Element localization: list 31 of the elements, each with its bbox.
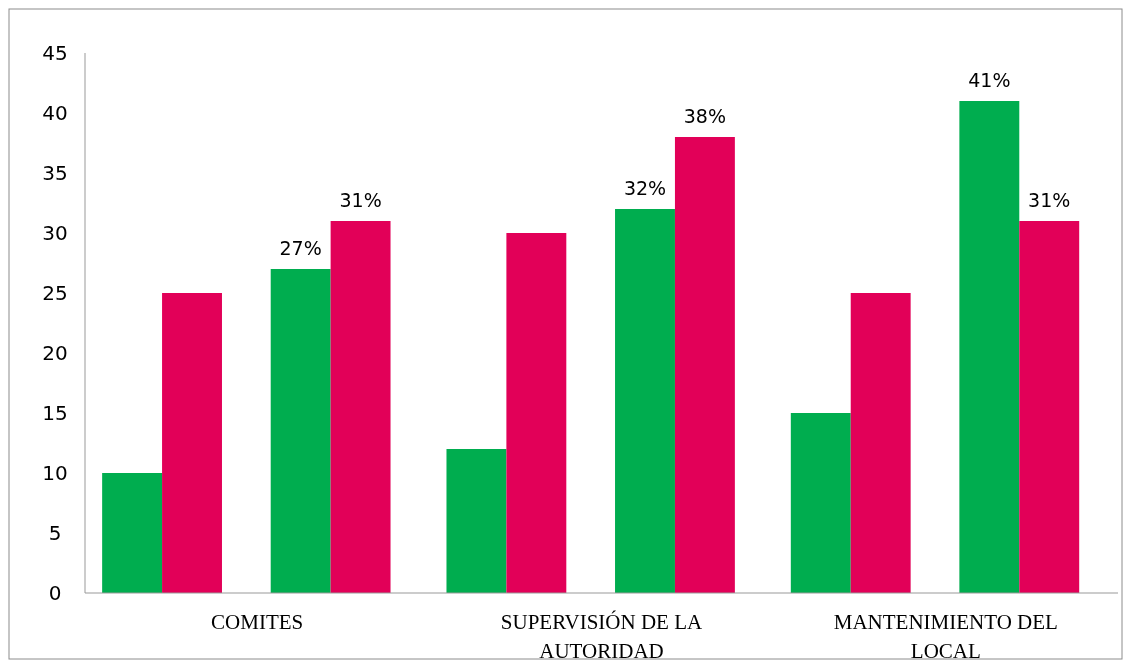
bar — [330, 221, 391, 593]
data-label: 38% — [683, 105, 727, 127]
data-label: 31% — [339, 189, 382, 211]
bar — [162, 293, 222, 593]
bar — [790, 413, 851, 593]
bar — [615, 209, 675, 593]
y-tick-label: 45 — [42, 41, 68, 65]
y-tick-label: 5 — [48, 521, 62, 545]
bar — [446, 449, 507, 593]
y-tick-label: 35 — [42, 161, 68, 185]
bar — [1019, 221, 1080, 593]
y-tick-label: 0 — [48, 581, 62, 605]
y-tick-label: 25 — [42, 281, 68, 305]
data-label: 41% — [968, 69, 1011, 91]
x-tick-label: MANTENIMIENTO DEL LOCAL — [833, 610, 1058, 663]
y-tick-label: 15 — [42, 401, 68, 425]
y-tick-label: 30 — [42, 221, 68, 245]
y-tick-label: 10 — [42, 461, 68, 485]
x-tick-label: SUPERVISIÓN DE LA AUTORIDAD — [500, 610, 703, 663]
bar — [959, 101, 1020, 593]
data-label: 32% — [623, 177, 667, 199]
data-label: 27% — [279, 237, 322, 259]
bar — [270, 269, 331, 593]
bar — [674, 137, 735, 593]
bar — [102, 473, 163, 593]
y-tick-label: 20 — [42, 341, 68, 365]
bar — [850, 293, 911, 593]
y-tick-label: 40 — [42, 101, 68, 125]
x-tick-label: COMITES — [211, 610, 304, 634]
bar — [506, 233, 567, 593]
data-label: 31% — [1028, 189, 1071, 211]
